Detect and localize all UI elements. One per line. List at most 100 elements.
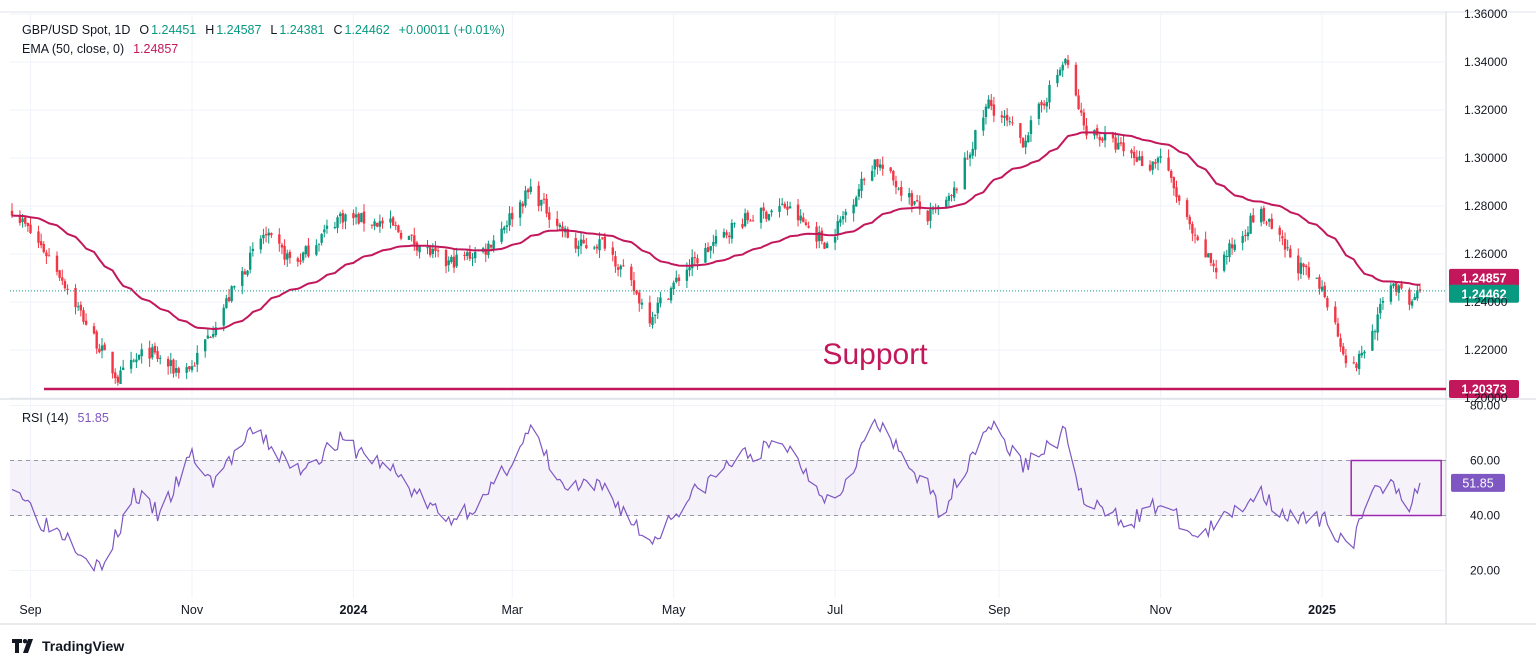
- candle-body: [982, 117, 985, 131]
- candle-body: [29, 224, 32, 234]
- candle-body: [876, 159, 879, 167]
- candle-body: [317, 243, 321, 245]
- candle-body: [1355, 363, 1358, 368]
- candle-body: [706, 247, 710, 253]
- candle-body: [1077, 95, 1080, 110]
- candle-body: [214, 327, 217, 336]
- candle-body: [1185, 200, 1189, 217]
- candle-body: [1410, 301, 1414, 306]
- candle-body: [243, 271, 247, 275]
- candle-body: [209, 337, 212, 339]
- tradingview-logo-icon: [12, 639, 33, 653]
- candle-body: [426, 247, 429, 249]
- candle-body: [193, 365, 196, 367]
- candle-body: [897, 188, 900, 190]
- rsi-tick-label: 80.00: [1470, 399, 1500, 413]
- candle-body: [1222, 254, 1226, 271]
- candle-body: [878, 164, 882, 168]
- time-tick-label: Nov: [1150, 603, 1173, 617]
- candle-body: [1042, 103, 1046, 106]
- candle-body: [825, 243, 829, 249]
- candle-body: [1225, 256, 1228, 258]
- candle-body: [1098, 136, 1101, 141]
- candle-body: [296, 258, 300, 262]
- candle-body: [889, 167, 892, 172]
- legend-close-value: 1.24462: [344, 23, 390, 37]
- candle-body: [1397, 285, 1401, 293]
- candle-body: [505, 225, 509, 227]
- candle-body: [947, 195, 951, 201]
- candle-body: [489, 244, 493, 248]
- candle-body: [325, 225, 329, 229]
- candle-body: [1334, 306, 1337, 323]
- candle-body: [1037, 103, 1041, 119]
- candle-body: [450, 256, 453, 263]
- candle-body: [418, 246, 421, 253]
- candle-body: [1117, 142, 1120, 150]
- rsi-legend: RSI (14) 51.85: [22, 411, 111, 425]
- candle-body: [299, 260, 302, 262]
- candle-body: [857, 189, 861, 197]
- candle-body: [860, 178, 863, 191]
- candle-body: [685, 269, 689, 281]
- candle-body: [447, 260, 450, 265]
- rsi-tick-label: 60.00: [1470, 454, 1500, 468]
- candle-body: [455, 254, 458, 267]
- legend-high-label: H: [205, 23, 215, 37]
- candle-body: [577, 245, 580, 249]
- candle-body: [397, 225, 400, 233]
- candle-body: [114, 372, 117, 379]
- price-tick-label: 1.36000: [1464, 7, 1508, 21]
- candle-body: [675, 277, 678, 282]
- candle-body: [908, 193, 911, 198]
- candle-body: [111, 351, 114, 374]
- candle-body: [900, 186, 903, 196]
- candle-body: [389, 218, 392, 223]
- candle-body: [974, 130, 977, 150]
- ema-legend-value: 1.24857: [133, 42, 179, 56]
- candle-body: [1260, 208, 1263, 223]
- candle-body: [233, 286, 236, 288]
- candle-body: [177, 368, 180, 374]
- candle-body: [259, 238, 262, 250]
- candle-body: [1207, 253, 1210, 258]
- ema-legend: EMA (50, close, 0) 1.24857: [22, 42, 180, 56]
- candle-body: [1156, 157, 1160, 163]
- candle-body: [1135, 157, 1139, 162]
- candle-body: [1101, 138, 1104, 141]
- price-tick-label: 1.28000: [1464, 199, 1508, 213]
- candle-body: [667, 298, 670, 300]
- candle-body: [381, 220, 384, 224]
- candle-body: [378, 221, 382, 227]
- candle-body: [950, 194, 953, 196]
- candle-body: [66, 288, 69, 290]
- candle-body: [137, 354, 141, 360]
- candle-body: [304, 246, 307, 255]
- candle-body: [119, 370, 122, 384]
- candle-body: [376, 222, 379, 227]
- candle-body: [614, 256, 617, 267]
- candle-body: [648, 302, 652, 324]
- candle-body: [484, 248, 487, 255]
- candle-body: [1000, 115, 1004, 118]
- candle-body: [76, 306, 80, 308]
- candle-body: [1297, 255, 1300, 274]
- candle-body: [100, 345, 104, 351]
- candle-body: [1416, 290, 1419, 299]
- candle-body: [174, 368, 178, 373]
- candle-body: [362, 211, 366, 224]
- candle-body: [521, 203, 524, 207]
- candle-body: [600, 237, 604, 239]
- candle-body: [561, 226, 564, 231]
- candle-body: [1003, 115, 1006, 119]
- candle-body: [1175, 187, 1178, 198]
- candle-body: [434, 247, 437, 252]
- candle-body: [1228, 243, 1231, 258]
- candle-body: [1244, 235, 1247, 237]
- candle-body: [211, 334, 215, 337]
- candle-body: [1262, 207, 1266, 222]
- candle-body: [765, 211, 768, 219]
- candle-body: [39, 241, 43, 246]
- tradingview-brand[interactable]: TradingView: [12, 638, 124, 654]
- candle-body: [743, 213, 747, 227]
